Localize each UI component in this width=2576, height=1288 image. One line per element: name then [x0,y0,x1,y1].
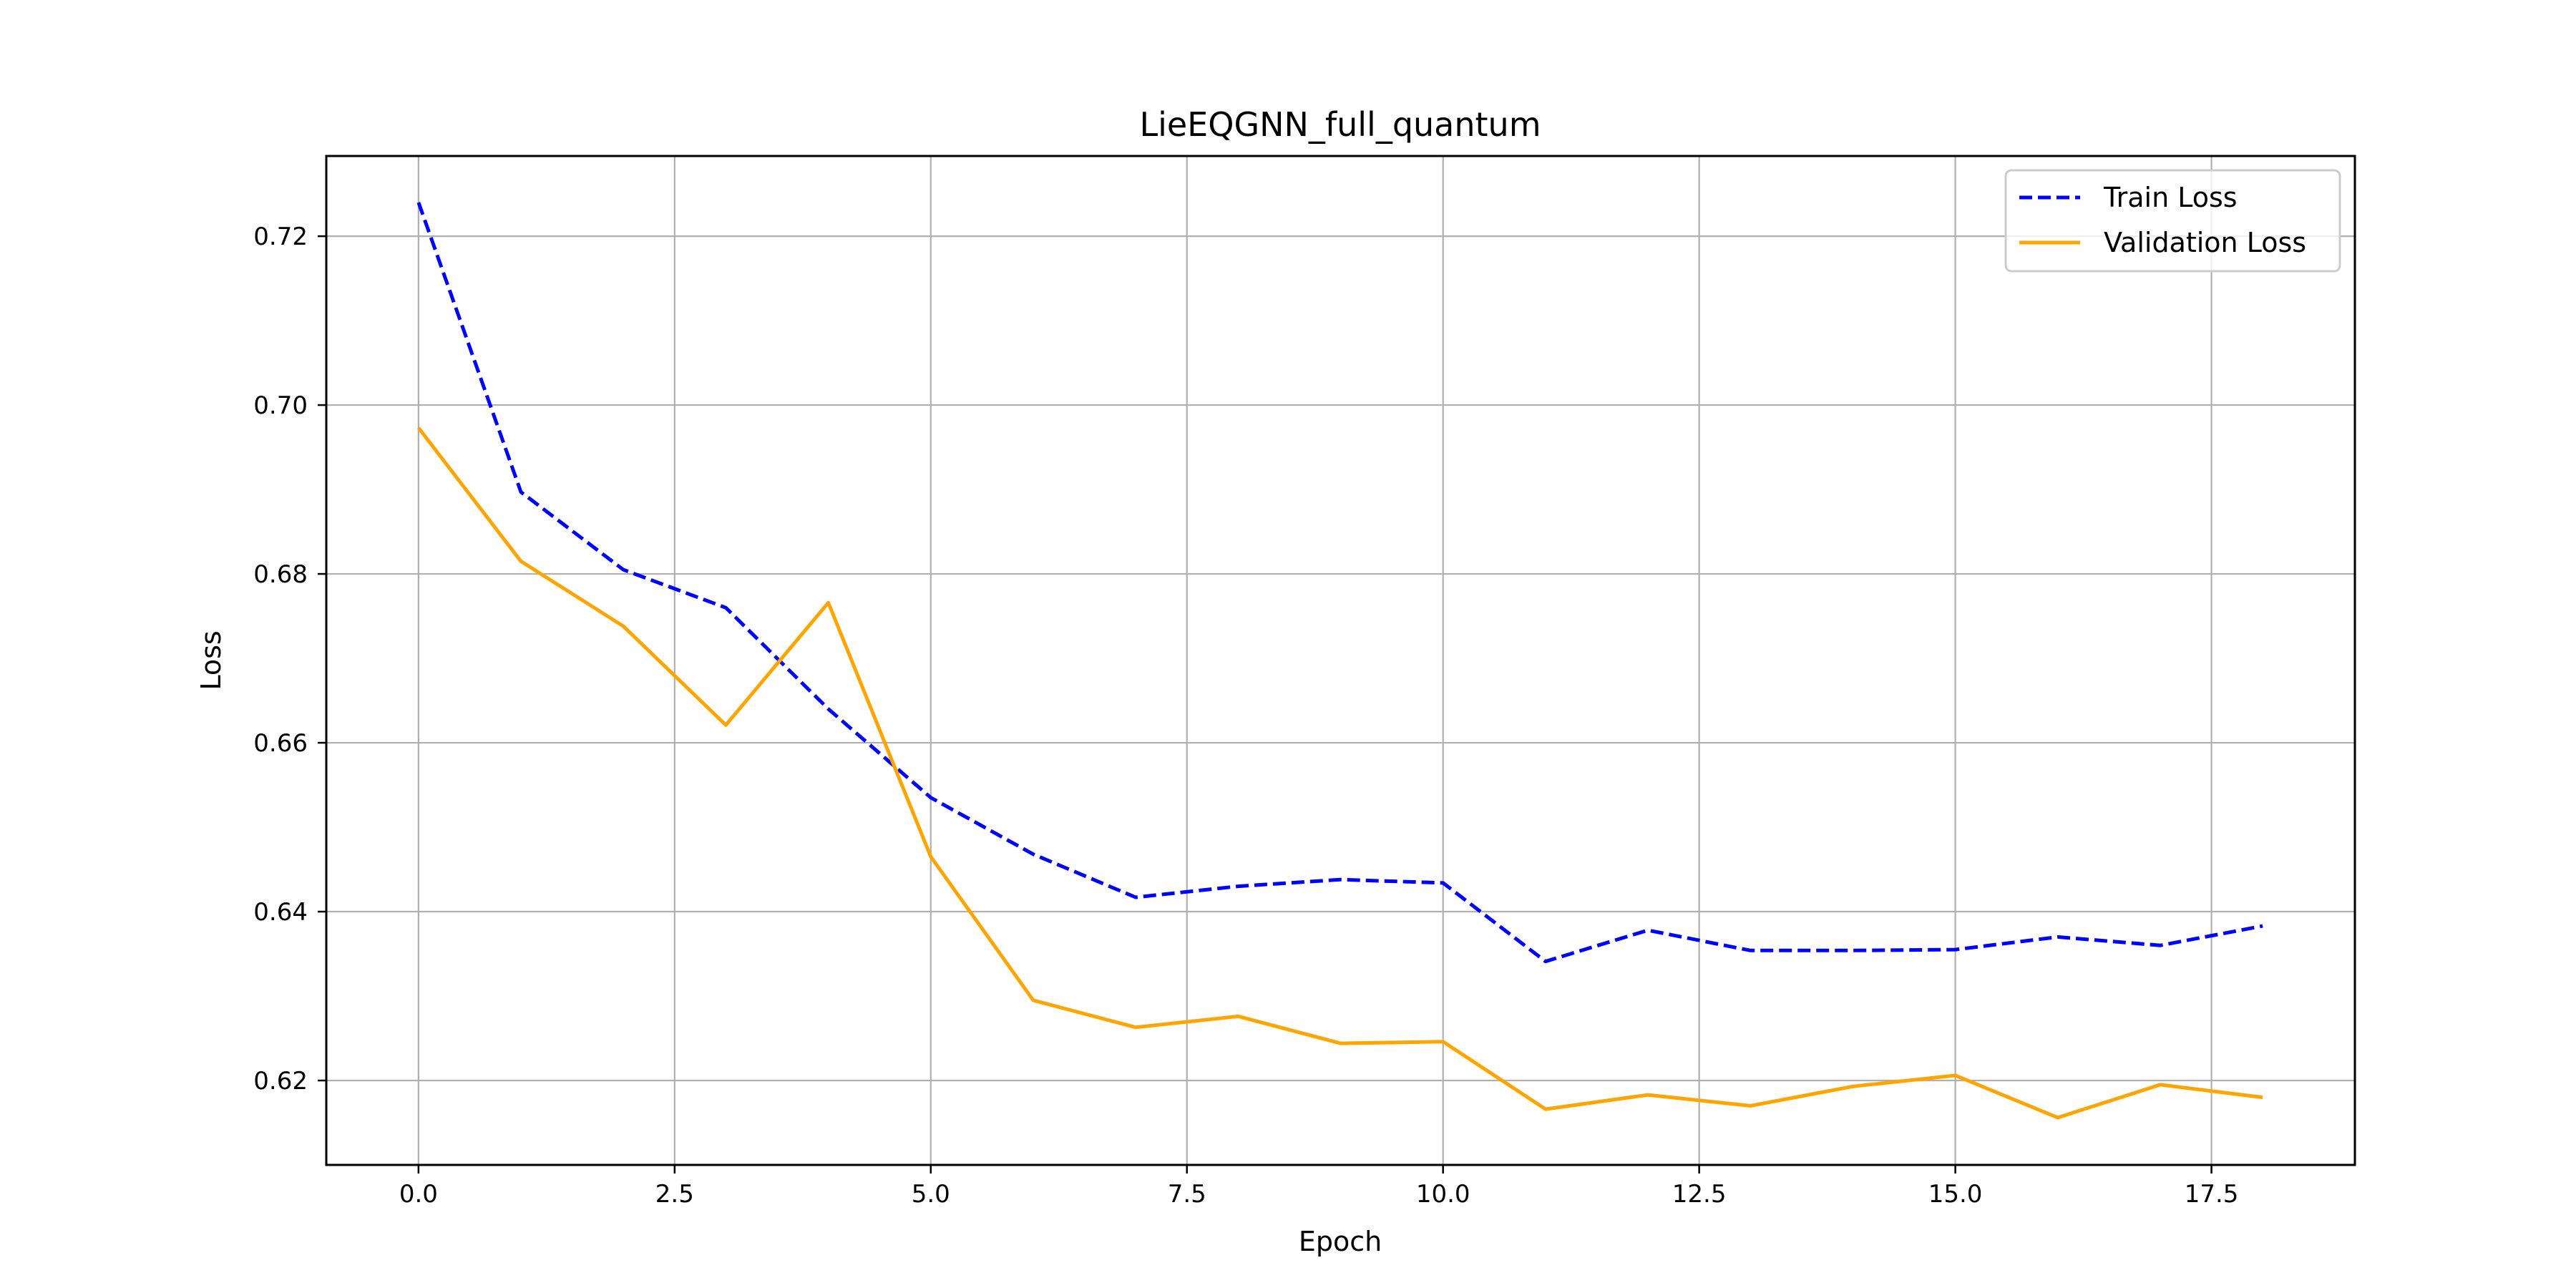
y-axis: 0.62 0.64 0.66 0.68 0.70 0.72 [253,223,326,1096]
y-tick-label: 0.64 [253,898,308,927]
plot-background [326,156,2355,1165]
x-tick-label: 7.5 [1168,1180,1206,1209]
legend-label-train-loss: Train Loss [2103,182,2238,213]
y-tick-label: 0.68 [253,560,308,589]
series-line-validation-loss [416,426,2263,1120]
x-axis: 0.0 2.5 5.0 7.5 10.0 12.5 15.0 17.5 [399,1165,2239,1209]
x-tick-label: 5.0 [912,1180,950,1209]
y-tick-label: 0.66 [253,729,308,758]
y-gridlines [326,235,2355,1082]
x-tick-label: 10.0 [1416,1180,1470,1209]
y-tick-label: 0.62 [253,1067,308,1096]
legend: Train Loss Validation Loss [2004,169,2341,273]
x-tick-label: 12.5 [1672,1180,1727,1209]
series-layer [416,202,2263,1120]
x-tick-label: 17.5 [2185,1180,2239,1209]
x-tick-label: 15.0 [1928,1180,1983,1209]
series-line-train-loss [416,202,2263,964]
y-axis-label: Loss [195,630,227,690]
x-axis-label: Epoch [1299,1226,1382,1257]
legend-label-validation-loss: Validation Loss [2104,227,2306,258]
x-gridlines [417,156,2212,1165]
plot-frame [325,155,2356,1166]
y-tick-label: 0.70 [253,391,308,420]
y-tick-label: 0.72 [253,223,308,251]
legend-box [2004,169,2341,273]
x-tick-label: 0.0 [399,1180,438,1209]
chart-title: LieEQGNN_full_quantum [1139,105,1541,144]
x-tick-label: 2.5 [655,1180,694,1209]
